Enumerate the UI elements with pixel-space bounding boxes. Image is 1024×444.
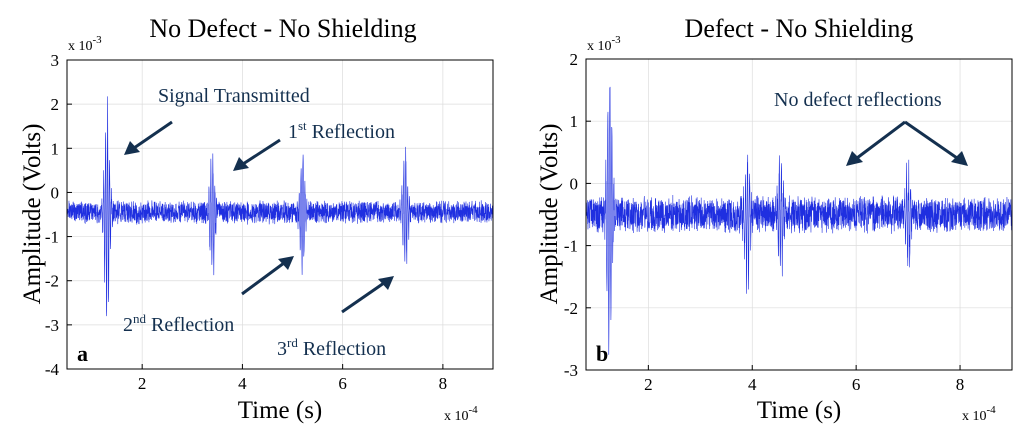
x-tick-label: 6: [852, 375, 861, 394]
arrow-3rd-reflection: [341, 276, 394, 314]
y-tick-label: -1: [564, 237, 578, 256]
signal-trace-b: [585, 86, 1013, 355]
x-tick-label: 4: [748, 375, 757, 394]
y-tick-label: 2: [51, 95, 60, 114]
y-tick-label: -4: [45, 360, 60, 379]
y-ticks-b: 2 1 0 -1 -2 -3: [564, 50, 591, 380]
annotation-3rd-reflection: 3rd Reflection: [277, 335, 386, 360]
annotation-signal-transmitted: Signal Transmitted: [158, 85, 310, 107]
arrow-2nd-reflection: [241, 256, 294, 296]
panel-b: 2 4 6 8 2 1 0 -1 -2 -3 Defect - No Shielding x 1…: [536, 14, 1013, 424]
y-multiplier-a: x 10-3: [68, 34, 102, 54]
plot-frame-a: [66, 59, 494, 370]
y-multiplier-b: x 10-3: [587, 34, 621, 54]
annotation-2nd-reflection: 2nd Reflection: [123, 311, 234, 336]
x-tick-label: 4: [238, 374, 247, 393]
y-tick-label: 2: [570, 50, 579, 69]
y-tick-label: 0: [51, 183, 60, 202]
x-multiplier-a: x 10-4: [444, 404, 478, 424]
x-tick-label: 8: [439, 374, 448, 393]
y-tick-label: 0: [570, 174, 579, 193]
arrow-signal-transmitted: [124, 120, 173, 155]
y-tick-label: -3: [564, 361, 578, 380]
panel-letter-b: b: [596, 341, 608, 366]
arrow-no-defect-left: [846, 120, 906, 166]
x-ticks-a: 2 4 6 8: [138, 364, 447, 393]
y-tick-label: -1: [45, 228, 59, 247]
y-axis-label-b: Amplitude (Volts): [536, 124, 563, 305]
y-tick-label: -2: [564, 299, 578, 318]
x-axis-label-a: Time (s): [238, 397, 323, 424]
x-tick-label: 6: [338, 374, 347, 393]
y-ticks-a: 3 2 1 0 -1 -2 -3 -4: [45, 51, 72, 379]
chart-title-a: No Defect - No Shielding: [149, 14, 416, 43]
y-tick-label: -3: [45, 316, 59, 335]
x-tick-label: 2: [644, 375, 653, 394]
panel-letter-a: a: [77, 341, 88, 366]
x-tick-label: 8: [956, 375, 965, 394]
annotation-1st-reflection: 1st Reflection: [288, 118, 395, 143]
arrow-no-defect-right: [904, 120, 968, 166]
x-axis-label-b: Time (s): [757, 397, 842, 424]
y-tick-label: 1: [51, 139, 60, 158]
y-tick-label: -2: [45, 272, 59, 291]
panel-a: 2 4 6 8 3 2 1 0 -1 -2 -3 -4 No Defect - No Shieldi…: [19, 14, 494, 424]
y-tick-label: 1: [570, 112, 579, 131]
plot-frame-b: [585, 58, 1013, 371]
y-axis-label-a: Amplitude (Volts): [19, 124, 46, 305]
x-multiplier-b: x 10-4: [962, 404, 996, 424]
signal-trace-a: [66, 96, 494, 317]
y-tick-label: 3: [51, 51, 60, 70]
chart-title-b: Defect - No Shielding: [685, 14, 914, 43]
annotation-no-defect-reflections: No defect reflections: [774, 89, 942, 111]
arrow-1st-reflection: [233, 138, 281, 171]
x-ticks-b: 2 4 6 8: [644, 365, 964, 394]
x-tick-label: 2: [138, 374, 147, 393]
